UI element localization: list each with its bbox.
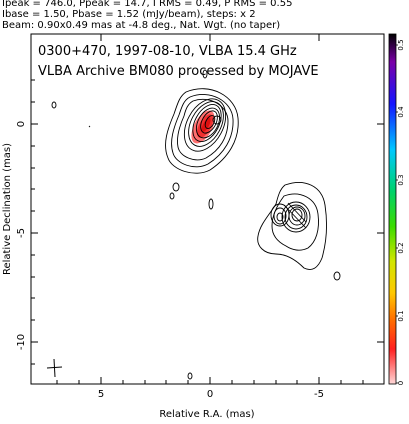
x-tick-label: 5 xyxy=(98,389,104,400)
colorbar-label: 0.4 xyxy=(397,106,405,118)
colorbar-label: 0.1 xyxy=(397,310,405,321)
source-annotation: 0300+470, 1997-08-10, VLBA 15.4 GHz xyxy=(38,44,297,59)
core-contours xyxy=(165,88,239,174)
colorbar-label: 0 xyxy=(397,381,405,385)
beam-marker-cross xyxy=(46,358,63,378)
colorbar-label: 0.2 xyxy=(397,242,405,253)
colorbar-label: 0.3 xyxy=(397,174,405,185)
x-tick-label: -5 xyxy=(314,389,324,400)
plot-frame xyxy=(30,33,385,385)
y-tick-label: -10 xyxy=(16,334,27,350)
colorbar xyxy=(388,33,397,385)
header-base-line: Ibase = 1.50, Pbase = 1.52 (mJy/beam), s… xyxy=(2,9,256,20)
x-tick-label: 0 xyxy=(207,389,213,400)
y-tick-label: -5 xyxy=(16,228,27,238)
x-axis-label: Relative R.A. (mas) xyxy=(159,409,254,420)
y-axis-label: Relative Declination (mas) xyxy=(2,143,13,275)
jet-component-contours xyxy=(257,182,327,270)
archive-annotation: VLBA Archive BM080 processed by MOJAVE xyxy=(38,64,319,79)
header-stats-line: Ipeak = 746.0, Ppeak = 14.7, I RMS = 0.4… xyxy=(2,0,293,9)
y-tick-label: 0 xyxy=(16,121,27,127)
y-axis-ticks xyxy=(31,79,384,365)
colorbar-ticks xyxy=(396,44,398,384)
x-axis-ticks xyxy=(56,34,364,384)
colorbar-label: 0.5 xyxy=(397,39,405,50)
header-beam-line: Beam: 0.90x0.49 mas at -4.8 deg., Nat. W… xyxy=(2,20,281,31)
noise-contours xyxy=(51,69,341,380)
